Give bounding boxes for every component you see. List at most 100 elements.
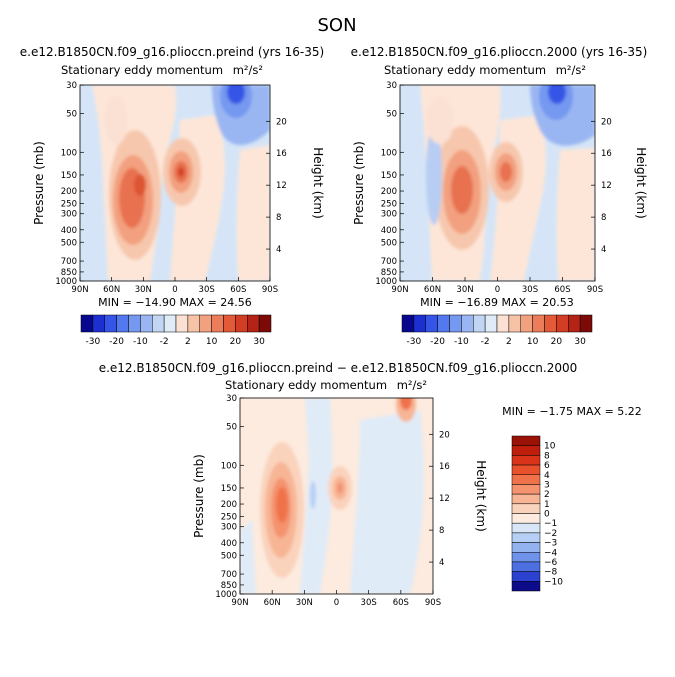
x-tick-label: 30S	[199, 285, 215, 295]
h-tick-label: 4	[601, 245, 606, 255]
colorbar-swatch	[461, 314, 474, 333]
panel-preind-case-title: e.e12.B1850CN.f09_g16.plioccn.preind (yr…	[20, 45, 324, 59]
p-tick-label: 250	[221, 513, 237, 523]
p-tick-label: 700	[61, 257, 77, 267]
h-tick-label: 16	[601, 149, 612, 159]
colorbar-swatch	[80, 314, 94, 333]
colorbar-swatch	[508, 314, 521, 333]
x-tick-label: 30N	[296, 598, 313, 608]
colorbar-swatch	[258, 314, 272, 333]
p-tick-label: 200	[221, 500, 237, 510]
colorbar-swatch	[104, 314, 117, 333]
colorbar-swatch	[511, 581, 541, 592]
colorbar-swatch	[187, 314, 200, 333]
panel-preind: e.e12.B1850CN.f09_g16.plioccn.preind (yr…	[20, 45, 325, 309]
panel-2000-variable: Stationary eddy momentum m²/s²	[384, 63, 586, 77]
colorbar-swatch	[401, 314, 415, 333]
h-tick-label: 8	[276, 213, 281, 223]
x-tick-label: 90S	[587, 285, 603, 295]
colorbar-swatch	[496, 314, 510, 333]
colorbar-swatch	[511, 474, 541, 485]
p-tick-label: 700	[381, 257, 397, 267]
panel-diff-x-axis: 90N 60N 30N 0 30S 60S 90S	[231, 590, 441, 608]
colorbar-swatch	[511, 435, 541, 446]
x-tick-label: 90N	[231, 598, 248, 608]
colorbar-label: −3	[544, 539, 557, 549]
colorbar-label: −4	[544, 548, 558, 558]
colorbar-swatch	[511, 522, 541, 534]
p-tick-label: 400	[61, 226, 77, 236]
panel-preind-h-axis: 4 8 12 16 20	[266, 117, 287, 255]
colorbar-swatch	[556, 314, 569, 333]
p-tick-label: 700	[221, 570, 237, 580]
panel-preind-stats: MIN = −14.90 MAX = 24.56	[98, 296, 252, 309]
colorbar-label: 2	[506, 337, 512, 347]
x-tick-label: 60N	[103, 285, 120, 295]
colorbar-swatch	[163, 314, 177, 333]
colorbar-swatch	[520, 314, 533, 333]
colorbar-label: −6	[544, 558, 558, 568]
x-tick-label: 90N	[71, 285, 88, 295]
colorbar-label: 4	[544, 471, 550, 481]
colorbar-label: -30	[86, 337, 101, 347]
h-tick-label: 4	[439, 558, 444, 568]
colorbar-swatch	[247, 314, 260, 333]
panel-diff-stats: MIN = −1.75 MAX = 5.22	[502, 405, 642, 418]
x-tick-label: 60S	[393, 598, 409, 608]
p-tick-label: 150	[221, 484, 237, 494]
h-tick-label: 12	[276, 181, 287, 191]
panel-2000-case-title: e.e12.B1850CN.f09_g16.plioccn.2000 (yrs …	[351, 45, 648, 59]
h-tick-label: 16	[276, 149, 287, 159]
colorbar-label: 10	[206, 337, 218, 347]
panel-diff-ylabel-right: Height (km)	[474, 460, 488, 531]
colorbar-swatch	[511, 513, 541, 524]
panel-2000-contour-field	[400, 85, 595, 281]
colorbar-swatch	[511, 445, 541, 456]
p-tick-label: 850	[381, 268, 397, 278]
colorbar-label: 20	[230, 337, 242, 347]
panel-diff-ylabel-left: Pressure (mb)	[192, 454, 206, 538]
p-tick-label: 100	[381, 148, 397, 158]
colorbar-label: 30	[253, 337, 265, 347]
h-tick-label: 20	[276, 117, 287, 127]
panel-2000-variable-name: Stationary eddy momentum	[384, 63, 546, 77]
p-tick-label: 1000	[215, 590, 237, 600]
x-tick-label: 30N	[135, 285, 152, 295]
panel-diff-case-title: e.e12.B1850CN.f09_g16.plioccn.preind − e…	[99, 361, 578, 375]
panel-preind-variable: Stationary eddy momentum m²/s²	[61, 63, 263, 77]
p-tick-label: 100	[61, 148, 77, 158]
h-tick-label: 16	[439, 462, 450, 472]
colorbar-swatch	[511, 493, 541, 505]
p-tick-label: 50	[66, 110, 77, 120]
h-tick-label: 4	[276, 245, 281, 255]
p-tick-label: 50	[226, 423, 237, 433]
colorbar-swatch	[437, 314, 450, 333]
panel-diff-h-axis: 4 8 12 16 20	[429, 430, 450, 568]
colorbar-label: -2	[160, 337, 169, 347]
colorbar-swatch	[175, 314, 189, 333]
x-tick-label: 0	[172, 285, 177, 295]
colorbar-swatch	[511, 552, 541, 563]
h-tick-label: 8	[601, 213, 606, 223]
colorbar-swatch	[511, 542, 541, 553]
panel-diff: e.e12.B1850CN.f09_g16.plioccn.preind − e…	[99, 361, 642, 608]
colorbar-swatch	[128, 314, 141, 333]
colorbar-swatch	[199, 314, 212, 333]
p-tick-label: 300	[381, 210, 397, 220]
p-tick-label: 150	[381, 171, 397, 181]
colorbar-swatch	[511, 503, 541, 514]
x-tick-label: 90S	[262, 285, 278, 295]
x-tick-label: 90N	[391, 285, 408, 295]
x-tick-label: 60S	[554, 285, 570, 295]
colorbar-label: −1	[544, 519, 557, 529]
colorbar-swatch	[568, 314, 581, 333]
h-tick-label: 12	[601, 181, 612, 191]
colorbar-label: 20	[551, 337, 563, 347]
p-tick-label: 300	[221, 523, 237, 533]
p-tick-label: 100	[221, 461, 237, 471]
colorbar-label: 8	[544, 451, 550, 461]
colorbar-label: −2	[544, 529, 557, 539]
h-tick-label: 20	[439, 430, 450, 440]
